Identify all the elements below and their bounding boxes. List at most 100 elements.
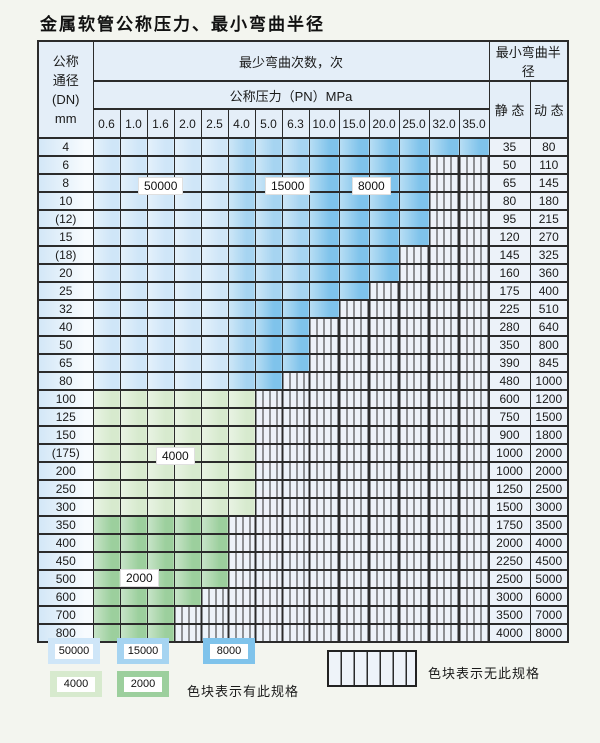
cell-available: [92, 137, 121, 157]
cell-available: [254, 209, 283, 229]
cell-unavailable: [428, 299, 460, 319]
cell-available: [119, 479, 148, 499]
cell-available: [338, 209, 370, 229]
cell-unavailable: [458, 209, 490, 229]
table-row-dn-200: 200 1000 2000: [37, 461, 569, 481]
cell-unavailable: [281, 623, 310, 643]
dynamic-radius-value: 2000: [529, 443, 569, 463]
table-row-dn-10: 10 80 180: [37, 191, 569, 211]
cell-available: [92, 605, 121, 625]
cell-available: [119, 497, 148, 517]
cell-unavailable: [338, 569, 370, 589]
cell-unavailable: [428, 569, 460, 589]
cell-available: [173, 425, 202, 445]
cell-unavailable: [398, 317, 430, 337]
dn-label: 700: [37, 605, 94, 625]
dn-header-line: 通径: [52, 72, 79, 88]
cell-available: [173, 227, 202, 247]
cell-available: [92, 227, 121, 247]
cell-available: [200, 209, 229, 229]
static-radius-value: 35: [488, 137, 531, 157]
cell-unavailable: [368, 389, 400, 409]
cell-available: [227, 371, 256, 391]
cell-available: [119, 137, 148, 157]
cell-available: [146, 299, 175, 319]
table-row-dn-32: 32 225 510: [37, 299, 569, 319]
cell-unavailable: [458, 299, 490, 319]
cell-available: [173, 515, 202, 535]
static-radius-value: 750: [488, 407, 531, 427]
cell-unavailable: [398, 569, 430, 589]
table-row-dn-125: 125 750 1500: [37, 407, 569, 427]
cell-unavailable: [428, 551, 460, 571]
cycle-count-label-8000: 8000: [352, 177, 391, 195]
dn-label: 600: [37, 587, 94, 607]
cell-available: [173, 587, 202, 607]
cell-available: [227, 479, 256, 499]
cell-available: [338, 227, 370, 247]
pressure-col-2.5: 2.5: [200, 108, 229, 139]
cell-available: [119, 515, 148, 535]
legend-unavailable-note: 色块表示无此规格: [428, 666, 541, 681]
legend-block-50000: 50000: [48, 638, 100, 664]
cell-available: [227, 497, 256, 517]
table-row-dn-40: 40 280 640: [37, 317, 569, 337]
cell-available: [338, 155, 370, 175]
cell-unavailable: [458, 335, 490, 355]
cell-unavailable: [368, 605, 400, 625]
cell-unavailable: [254, 497, 283, 517]
cell-unavailable: [308, 497, 340, 517]
cell-available: [200, 461, 229, 481]
dynamic-radius-value: 1800: [529, 425, 569, 445]
static-radius-value: 95: [488, 209, 531, 229]
cell-available: [92, 353, 121, 373]
cell-unavailable: [398, 623, 430, 643]
table-row-dn-50: 50 350 800: [37, 335, 569, 355]
cell-available: [227, 173, 256, 193]
cell-unavailable: [308, 371, 340, 391]
cell-available: [119, 209, 148, 229]
pressure-col-2.0: 2.0: [173, 108, 202, 139]
legend-block-label: 15000: [123, 643, 163, 659]
cell-unavailable: [458, 173, 490, 193]
dn-label: 20: [37, 263, 94, 283]
dn-label: 200: [37, 461, 94, 481]
cell-unavailable: [458, 191, 490, 211]
cell-available: [119, 533, 148, 553]
pressure-col-25.0: 25.0: [398, 108, 430, 139]
static-radius-value: 900: [488, 425, 531, 445]
cell-unavailable: [398, 245, 430, 265]
cell-available: [227, 191, 256, 211]
cell-available: [308, 227, 340, 247]
table-row-dn-65: 65 390 845: [37, 353, 569, 373]
cell-available: [173, 479, 202, 499]
cell-unavailable: [458, 281, 490, 301]
cell-available: [92, 191, 121, 211]
dn-label: 500: [37, 569, 94, 589]
dynamic-radius-value: 3500: [529, 515, 569, 535]
cell-available: [227, 155, 256, 175]
cell-available: [200, 407, 229, 427]
cell-unavailable: [398, 425, 430, 445]
cell-unavailable: [428, 155, 460, 175]
static-radius-value: 3500: [488, 605, 531, 625]
dn-label: 80: [37, 371, 94, 391]
legend-block-4000: 4000: [50, 671, 102, 697]
cell-available: [173, 299, 202, 319]
cell-unavailable: [458, 497, 490, 517]
cell-unavailable: [227, 605, 256, 625]
dynamic-radius-value: 1000: [529, 371, 569, 391]
cell-available: [146, 533, 175, 553]
table-row-dn-6: 6 50 110: [37, 155, 569, 175]
cell-unavailable: [281, 371, 310, 391]
cell-unavailable: [458, 263, 490, 283]
legend-block-label: 2000: [124, 676, 162, 692]
cell-available: [92, 407, 121, 427]
cell-available: [92, 587, 121, 607]
cell-unavailable: [338, 551, 370, 571]
cell-available: [254, 155, 283, 175]
cell-available: [254, 281, 283, 301]
cell-unavailable: [338, 407, 370, 427]
cell-unavailable: [458, 227, 490, 247]
cell-unavailable: [308, 587, 340, 607]
